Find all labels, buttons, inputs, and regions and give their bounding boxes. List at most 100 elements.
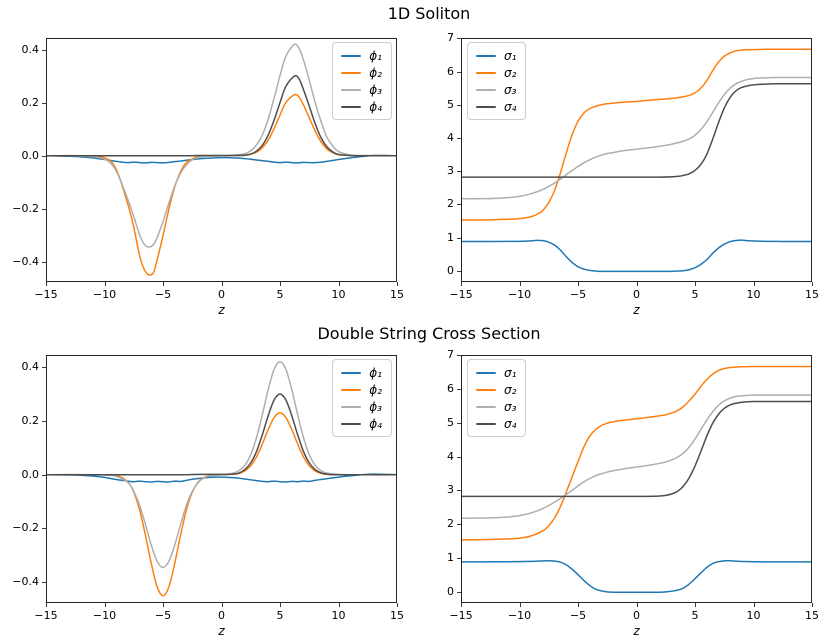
legend-label: ϕ₂ [369,382,382,397]
x-tick-label: 5 [691,288,699,301]
legend-entry-sigma-3: σ₃ [476,81,516,98]
legend-line-swatch [341,388,362,391]
subplot-doublestring-phi: −15 −10 −5 0 5 10 15 −0.4 −0.2 0.0 0.2 0.4 z ϕ₁ ϕ₂ ϕ₃ ϕ₄ [12,355,404,638]
y-tick-label: 0.4 [21,42,40,56]
curve-sigma-1 [461,559,812,593]
x-tick-label: −5 [569,609,587,622]
x-tick-label: −10 [92,609,117,622]
curve-sigma-1 [461,239,812,273]
y-tick-label: 6 [447,382,454,396]
x-axis-label: z [218,303,225,317]
y-tick-label: 2 [447,517,454,531]
curve-phi-2 [46,93,397,276]
legend-doublestring-sigma: σ₁ σ₂ σ₃ σ₄ [467,359,527,437]
figure-title-double-string-cross-section: Double String Cross Section [317,324,541,343]
y-tick-label: 1 [447,550,454,564]
legend-entry-phi-4: ϕ₄ [341,415,382,432]
y-tick-label: −0.4 [12,254,39,268]
curve-phi-4 [46,393,397,476]
x-tick-label: 15 [390,609,404,622]
x-tick-label: −15 [34,609,58,622]
legend-entry-sigma-2: σ₂ [476,64,516,81]
legend-entry-phi-3: ϕ₃ [341,398,382,415]
legend-label: ϕ₃ [369,82,382,97]
y-tick-label: 7 [447,348,454,362]
legend-entry-sigma-4: σ₄ [476,415,516,432]
legend-label: σ₃ [504,399,517,414]
legend-entry-sigma-1: σ₁ [476,47,516,64]
y-tick-label: 1 [447,230,454,244]
legend-entry-sigma-2: σ₂ [476,381,516,398]
y-tick-label: 3 [447,483,454,497]
legend-soliton-phi: ϕ₁ ϕ₂ ϕ₃ ϕ₄ [332,42,392,120]
x-tick-label: −15 [449,288,473,301]
x-tick-label: 0 [218,609,225,622]
curve-sigma-4 [461,400,812,498]
legend-label: σ₃ [504,82,517,97]
x-tick-label: 15 [805,288,819,301]
legend-line-swatch [341,54,362,57]
legend-line-swatch [476,105,496,108]
x-tick-label: −15 [34,288,58,301]
x-tick-label: 5 [691,609,699,622]
y-tick-label: 0.4 [21,360,40,374]
curve-sigma-2 [461,365,812,541]
y-tick-label: 4 [447,130,454,144]
legend-line-swatch [476,54,496,57]
legend-line-swatch [341,422,362,425]
x-tick-label: −5 [154,288,172,301]
legend-entry-phi-4: ϕ₄ [341,98,382,115]
legend-line-swatch [476,71,496,74]
legend-line-swatch [476,388,496,391]
y-tick-label: −0.2 [12,521,39,535]
y-tick-label: 6 [447,64,454,78]
legend-label: ϕ₁ [369,48,382,63]
x-tick-label: 15 [805,609,819,622]
x-tick-label: −10 [507,609,532,622]
axes-spines [461,38,812,282]
x-tick-label: −10 [507,288,532,301]
y-tick-label: 5 [447,97,454,111]
curve-phi-4 [46,75,397,157]
legend-label: ϕ₃ [369,399,382,414]
figure-title-1d-soliton: 1D Soliton [387,4,471,23]
x-tick-label: 0 [633,609,640,622]
x-tick-label: 10 [746,609,761,622]
legend-label: σ₂ [504,65,517,80]
legend-line-swatch [341,88,362,91]
curve-phi-2 [46,412,397,597]
subplot-soliton-sigma: −15 −10 −5 0 5 10 15 0 1 2 3 4 5 6 7 z σ₁ σ₂ σ₃ σ₄ [447,31,819,317]
plot-area-doublestring-phi [42,355,398,607]
legend-label: ϕ₄ [369,416,382,431]
legend-line-swatch [476,422,496,425]
x-tick-label: 0 [218,288,225,301]
legend-line-swatch [476,405,496,408]
x-tick-label: 10 [331,609,346,622]
x-tick-label: 5 [276,288,284,301]
curve-phi-1 [46,473,397,483]
plot-area-soliton-phi [42,38,398,286]
y-tick-label: 5 [447,415,454,429]
curve-phi-1 [46,154,397,164]
legend-label: ϕ₂ [369,65,382,80]
y-tick-label: −0.2 [12,201,39,215]
x-tick-label: −5 [154,609,172,622]
x-tick-label: −5 [569,288,587,301]
legend-label: ϕ₄ [369,99,382,114]
axes-spines [461,355,812,603]
x-tick-label: 10 [746,288,761,301]
legend-entry-sigma-1: σ₁ [476,364,516,381]
x-tick-label: 10 [331,288,346,301]
y-tick-label: 0 [447,584,454,598]
y-tick-label: 0.0 [21,467,40,481]
legend-entry-phi-1: ϕ₁ [341,47,382,64]
x-tick-label: 15 [390,288,404,301]
legend-label: σ₁ [504,365,517,380]
legend-line-swatch [341,105,362,108]
legend-entry-sigma-4: σ₄ [476,98,516,115]
legend-entry-phi-1: ϕ₁ [341,364,382,381]
legend-entry-phi-3: ϕ₃ [341,81,382,98]
y-tick-label: 3 [447,164,454,178]
legend-line-swatch [341,371,362,374]
y-tick-label: 0 [447,263,454,277]
